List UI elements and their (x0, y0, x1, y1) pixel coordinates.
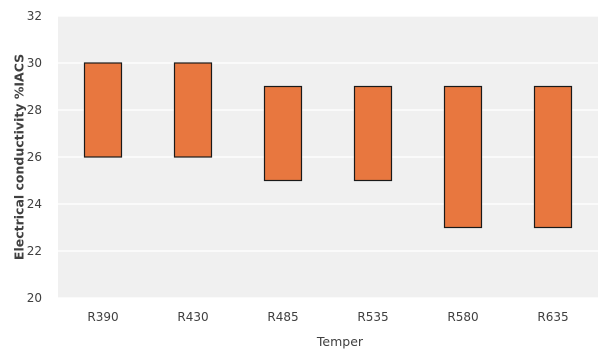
x-tick-label: R535 (357, 310, 388, 324)
y-tick-label: 22 (27, 244, 42, 258)
range-bars (83, 62, 573, 229)
gridlines (58, 15, 598, 299)
range-bar-r485 (263, 85, 303, 182)
y-tick-label: 30 (27, 56, 42, 70)
x-axis-ticks: R390 R430 R485 R535 R580 R635 (87, 310, 568, 324)
x-tick-label: R635 (537, 310, 568, 324)
x-tick-label: R485 (267, 310, 298, 324)
range-bar-r390 (83, 62, 123, 158)
y-tick-label: 26 (27, 150, 42, 164)
x-tick-label: R580 (447, 310, 478, 324)
x-tick-label: R430 (177, 310, 208, 324)
y-tick-label: 28 (27, 103, 42, 117)
y-tick-label: 24 (27, 197, 42, 211)
range-bar-r635 (533, 85, 573, 229)
x-tick-label: R390 (87, 310, 118, 324)
y-axis-title: Electrical conductivity %IACS (12, 54, 27, 260)
range-bar-r580 (443, 85, 483, 229)
y-tick-label: 32 (27, 9, 42, 23)
y-axis-ticks: 20 22 24 26 28 30 32 (27, 9, 42, 305)
range-bar-r430 (173, 62, 213, 158)
range-bar-r535 (353, 85, 393, 182)
x-axis-title: Temper (316, 334, 364, 349)
y-tick-label: 20 (27, 291, 42, 305)
